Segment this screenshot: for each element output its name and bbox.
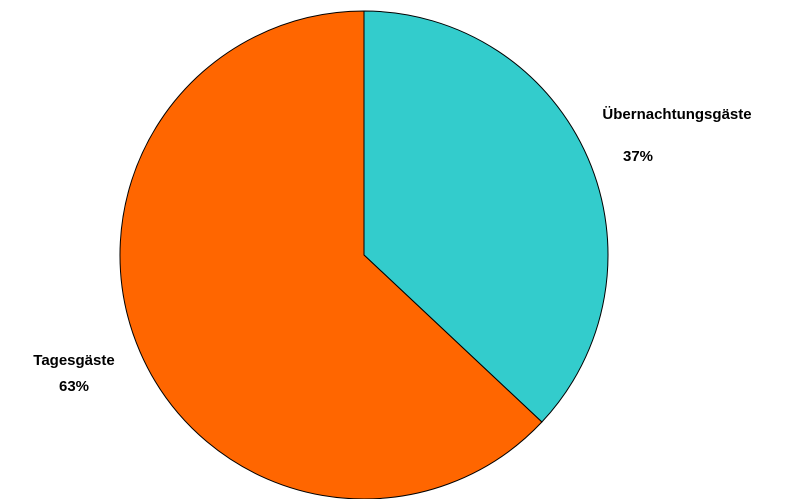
pie-labels: Übernachtungsgäste 37% Tagesgäste 63% <box>33 106 751 395</box>
slice-category-label: Übernachtungsgäste <box>602 106 751 123</box>
slice-value-label: 37% <box>623 148 653 165</box>
slice-value-label: 63% <box>59 378 89 395</box>
pie-slices <box>119 10 609 499</box>
slice-category-label: Tagesgäste <box>33 352 114 369</box>
pie-slice-uebernachtungsgaeste <box>363 10 609 423</box>
pie-slice-tagesgaeste <box>119 10 543 499</box>
